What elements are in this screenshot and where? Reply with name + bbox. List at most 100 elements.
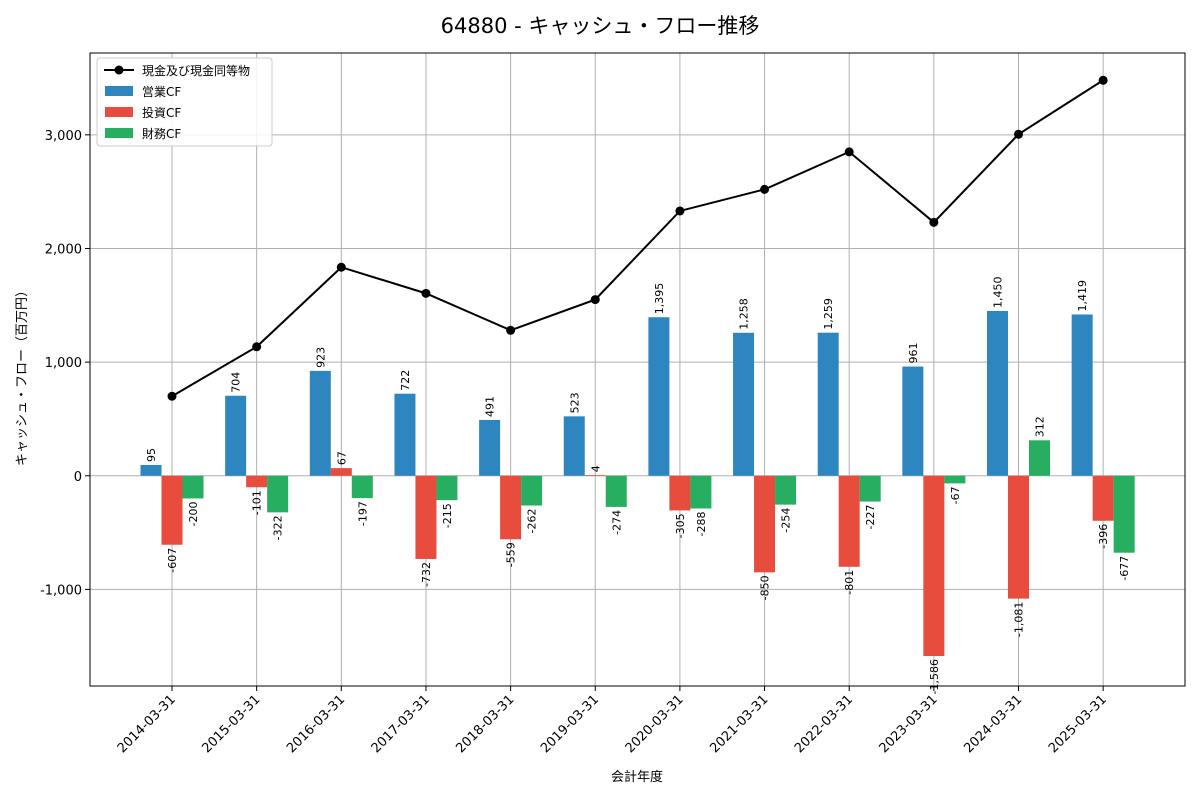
y-axis-label: キャッシュ・フロー（百万円） (15, 284, 30, 466)
bar-operating (564, 416, 585, 475)
line-layer (168, 76, 1108, 401)
bar-financing (1114, 476, 1135, 553)
bar-data-label: 1,395 (653, 283, 666, 315)
bar-data-label: 4 (589, 465, 602, 472)
bar-data-label: 1,258 (738, 298, 751, 330)
bar-data-label: -262 (526, 509, 539, 534)
chart-title: 64880 - キャッシュ・フロー推移 (441, 14, 760, 38)
legend-bar-swatch (105, 128, 133, 138)
bar-investing (500, 476, 521, 540)
chart-canvas: 64880 - キャッシュ・フロー推移 会計年度 キャッシュ・フロー（百万円） … (0, 0, 1200, 800)
bar-data-label: -274 (610, 510, 623, 535)
y-tick-label: 3,000 (45, 129, 82, 144)
cashflow-chart: 64880 - キャッシュ・フロー推移 会計年度 キャッシュ・フロー（百万円） … (0, 0, 1200, 800)
x-tick-label: 2015-03-31 (199, 692, 263, 756)
cash-point (845, 147, 854, 156)
bar-investing (162, 476, 183, 545)
legend-marker (115, 66, 124, 75)
x-tick-label: 2021-03-31 (707, 692, 771, 756)
bar-data-label: -732 (420, 562, 433, 587)
x-tick-label: 2023-03-31 (877, 692, 941, 756)
legend: 現金及び現金同等物営業CF投資CF財務CF (97, 58, 272, 146)
x-tick-label: 2020-03-31 (623, 692, 687, 756)
bar-data-label: -559 (505, 542, 518, 567)
bar-data-label: -607 (166, 548, 179, 573)
bar-data-label: 1,419 (1076, 280, 1089, 312)
bar-data-label: 67 (335, 451, 348, 465)
y-tick-label: 0 (74, 470, 82, 485)
cash-point (760, 185, 769, 194)
bar-operating (310, 371, 331, 476)
bar-data-label: 1,450 (992, 276, 1005, 308)
cash-point (675, 206, 684, 215)
bar-operating (141, 465, 162, 476)
cash-point (252, 342, 261, 351)
bar-operating (479, 420, 500, 476)
cash-point (168, 392, 177, 401)
bar-investing (415, 476, 436, 559)
bar-investing (1008, 476, 1029, 599)
bar-data-label: -288 (695, 511, 708, 536)
bar-data-label: 961 (907, 343, 920, 364)
cash-point (591, 295, 600, 304)
cash-point (337, 263, 346, 272)
legend-bar-swatch (105, 107, 133, 117)
x-tick-label: 2018-03-31 (453, 692, 517, 756)
bar-data-label: 312 (1034, 416, 1047, 437)
bar-data-label: -677 (1118, 556, 1131, 581)
bar-financing (690, 476, 711, 509)
bar-data-label: -101 (251, 490, 264, 515)
legend-bar-swatch (105, 86, 133, 96)
cash-point (1014, 130, 1023, 139)
bar-financing (521, 476, 542, 506)
legend-label: 営業CF (142, 85, 181, 99)
y-tick-label: -1,000 (40, 583, 82, 598)
bar-investing (1093, 476, 1114, 521)
bar-financing (1029, 440, 1050, 475)
bar-investing (331, 468, 352, 476)
bar-financing (436, 476, 457, 500)
x-tick-label: 2017-03-31 (369, 692, 433, 756)
bar-data-label: 491 (484, 396, 497, 417)
x-axis-label: 会計年度 (611, 769, 663, 785)
bar-data-label: -215 (441, 503, 454, 528)
bar-investing (585, 475, 606, 476)
bar-financing (860, 476, 881, 502)
bar-data-label: -322 (272, 515, 285, 540)
legend-label: 財務CF (142, 126, 181, 141)
bar-financing (183, 476, 204, 499)
bar-operating (987, 311, 1008, 476)
cash-point (506, 326, 515, 335)
bar-operating (902, 367, 923, 476)
x-tick-label: 2014-03-31 (115, 692, 179, 756)
x-tick-label: 2016-03-31 (284, 692, 348, 756)
cash-line (172, 80, 1103, 396)
cash-point (421, 289, 430, 298)
bar-financing (352, 476, 373, 498)
bar-operating (818, 333, 839, 476)
y-tick-label: 2,000 (45, 242, 82, 257)
bar-data-label: 523 (568, 392, 581, 413)
bar-data-label: -396 (1097, 524, 1110, 549)
bar-investing (754, 476, 775, 573)
labels-layer: 95 704 923 722 491 523 1,395 1,258 1,259 961 1,450… (145, 276, 1131, 694)
bar-data-label: -305 (674, 513, 687, 538)
bar-data-label: 722 (399, 370, 412, 391)
bars-layer (141, 311, 1135, 656)
bar-data-label: -67 (949, 486, 962, 504)
bar-data-label: -197 (356, 501, 369, 526)
bar-data-label: -254 (780, 508, 793, 533)
bar-investing (839, 476, 860, 567)
legend-label: 投資CF (142, 105, 181, 120)
bar-data-label: -1,081 (1013, 602, 1026, 637)
bar-investing (669, 476, 690, 511)
bar-data-label: -227 (864, 505, 877, 530)
bar-financing (606, 476, 627, 507)
bar-operating (733, 333, 754, 476)
bar-data-label: 95 (145, 448, 158, 462)
bar-financing (775, 476, 796, 505)
bar-data-label: 704 (230, 372, 243, 393)
x-tick-label: 2022-03-31 (792, 692, 856, 756)
bar-operating (648, 317, 669, 476)
bar-operating (394, 394, 415, 476)
